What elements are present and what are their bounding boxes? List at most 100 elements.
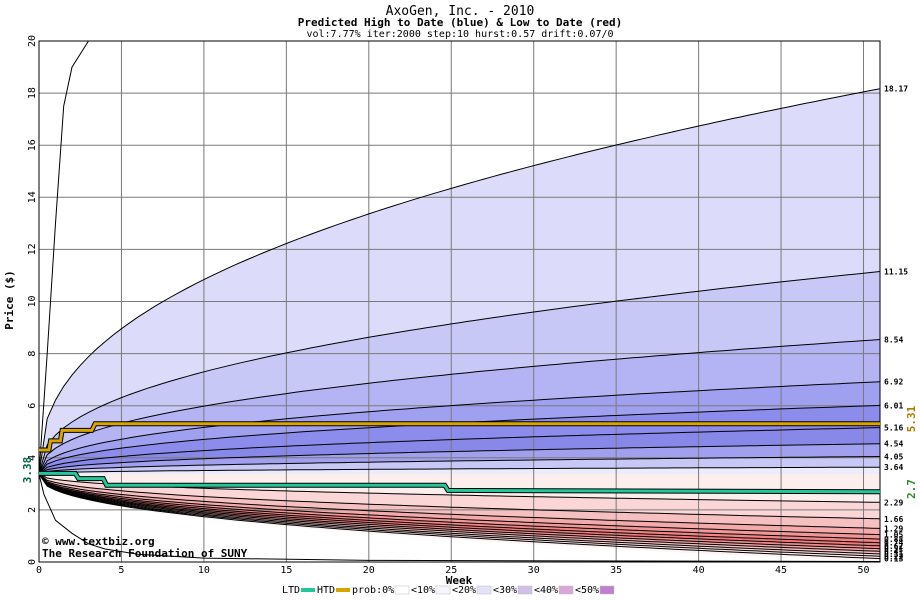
band-boundary-line <box>38 427 881 475</box>
band-boundary-line <box>38 443 881 475</box>
x-tick-label: 10 <box>198 565 210 576</box>
ltd-line <box>39 471 881 494</box>
last-ltd-label: 2.7 <box>905 479 918 499</box>
lower-band <box>39 474 880 557</box>
legend-label: <30% <box>493 585 517 596</box>
y-tick-label: 2 <box>27 507 38 513</box>
start-price-label: 3.38 <box>21 457 34 484</box>
band-end-label: 0.88 <box>884 535 903 544</box>
band-end-label: 0.51 <box>884 545 903 554</box>
upper-band <box>39 443 880 474</box>
lower-band <box>39 474 880 552</box>
lower-band <box>39 474 880 543</box>
plot-frame <box>38 40 881 563</box>
y-tick-label: 4 <box>27 455 38 461</box>
lower-band <box>39 474 880 535</box>
lower-band <box>39 474 880 554</box>
axis-ticks: 0 5 10 15 20 25 30 35 40 45 50 0 2 4 6 8 10 12 14 16 18 20 <box>27 35 870 576</box>
htd-line <box>39 422 880 452</box>
legend-label: <50% <box>575 585 599 596</box>
band-boundary-line <box>38 456 881 475</box>
x-tick-label: 50 <box>857 565 869 576</box>
outer-lower-line <box>38 473 881 562</box>
y-tick-label: 12 <box>27 243 38 255</box>
y-tick-label: 10 <box>27 295 38 307</box>
band-end-label: 0.22 <box>884 552 903 561</box>
band-boundary-line <box>38 271 881 475</box>
band-end-label: 5.16 <box>884 424 903 433</box>
legend-swatch <box>476 585 492 595</box>
upper-band <box>39 427 880 474</box>
upper-band <box>39 467 880 474</box>
band-end-label: 6.92 <box>884 378 903 387</box>
band-boundary-line <box>38 473 881 557</box>
y-tick-label: 20 <box>27 35 38 47</box>
band-end-label: 1.66 <box>884 515 903 524</box>
x-tick-label: 0 <box>36 565 42 576</box>
x-tick-label: 20 <box>363 565 375 576</box>
band-boundary-line <box>38 88 881 475</box>
x-axis-label: Week <box>446 574 473 587</box>
band-end-label: 0.62 <box>884 542 903 551</box>
lower-band <box>39 474 880 549</box>
band-end-label: 18.17 <box>884 85 908 94</box>
band-end-label: 1.05 <box>884 531 903 540</box>
band-boundary-line <box>38 473 881 536</box>
y-tick-label: 14 <box>27 191 38 203</box>
legend-label: <10% <box>411 585 435 596</box>
x-tick-label: 25 <box>445 565 457 576</box>
band-boundary-line <box>38 473 881 529</box>
upper-band <box>39 381 880 474</box>
lower-band <box>39 474 880 519</box>
band-boundary-line <box>38 473 881 550</box>
legend-label: <40% <box>534 585 558 596</box>
legend: LTD HTD prob:0% <10% <20% <30% <40% <50% <box>282 585 615 596</box>
upper-band <box>39 456 880 474</box>
x-tick-label: 30 <box>528 565 540 576</box>
y-tick-label: 16 <box>27 139 38 151</box>
y-tick-label: 6 <box>27 403 38 409</box>
chart-params: vol:7.77% iter:2000 step:10 hurst:0.57 d… <box>306 29 613 40</box>
y-tick-label: 0 <box>27 559 38 565</box>
x-tick-label: 35 <box>610 565 622 576</box>
band-boundary-line <box>38 381 881 475</box>
band-boundary-line <box>38 473 881 540</box>
band-end-label: 4.54 <box>884 440 903 449</box>
lower-tail-band <box>39 474 880 562</box>
last-htd-label: 5.31 <box>905 405 918 432</box>
band-end-label: 4.05 <box>884 452 903 461</box>
band-boundary-line <box>38 473 881 552</box>
band-boundary-line <box>38 473 881 560</box>
legend-swatch <box>517 585 533 595</box>
x-tick-label: 5 <box>118 565 124 576</box>
foundation-line: The Research Foundation of SUNY <box>42 547 248 560</box>
band-boundary-line <box>38 466 880 475</box>
legend-label: prob:0% <box>352 585 394 596</box>
band-end-label: 2.29 <box>884 498 903 507</box>
band-boundary-line <box>38 339 881 475</box>
upper-band <box>39 88 880 474</box>
lower-band <box>39 474 880 529</box>
band-end-label: 3.64 <box>884 463 903 472</box>
y-tick-label: 18 <box>27 87 38 99</box>
band-end-label: 0.13 <box>884 555 903 564</box>
legend-swatch <box>599 585 615 595</box>
legend-swatch <box>435 585 451 595</box>
band-boundary-line <box>38 473 881 547</box>
legend-swatch <box>336 588 350 592</box>
outer-upper-line <box>38 40 89 475</box>
band-end-label: 11.15 <box>884 268 908 277</box>
band-boundary-line <box>38 473 881 555</box>
upper-band <box>39 339 880 474</box>
chart-subtitle: Predicted High to Date (blue) & Low to D… <box>298 16 623 29</box>
y-tick-label: 8 <box>27 351 38 357</box>
legend-label: HTD <box>317 585 335 596</box>
legend-label: <20% <box>452 585 476 596</box>
copyright-line: © www.textbiz.org <box>42 535 155 548</box>
x-tick-label: 15 <box>280 565 292 576</box>
band-end-label: 8.54 <box>884 336 903 345</box>
band-end-label: 0.41 <box>884 547 903 556</box>
band-end-label: 0.74 <box>884 539 903 548</box>
legend-swatch <box>558 585 574 595</box>
x-tick-label: 45 <box>775 565 787 576</box>
